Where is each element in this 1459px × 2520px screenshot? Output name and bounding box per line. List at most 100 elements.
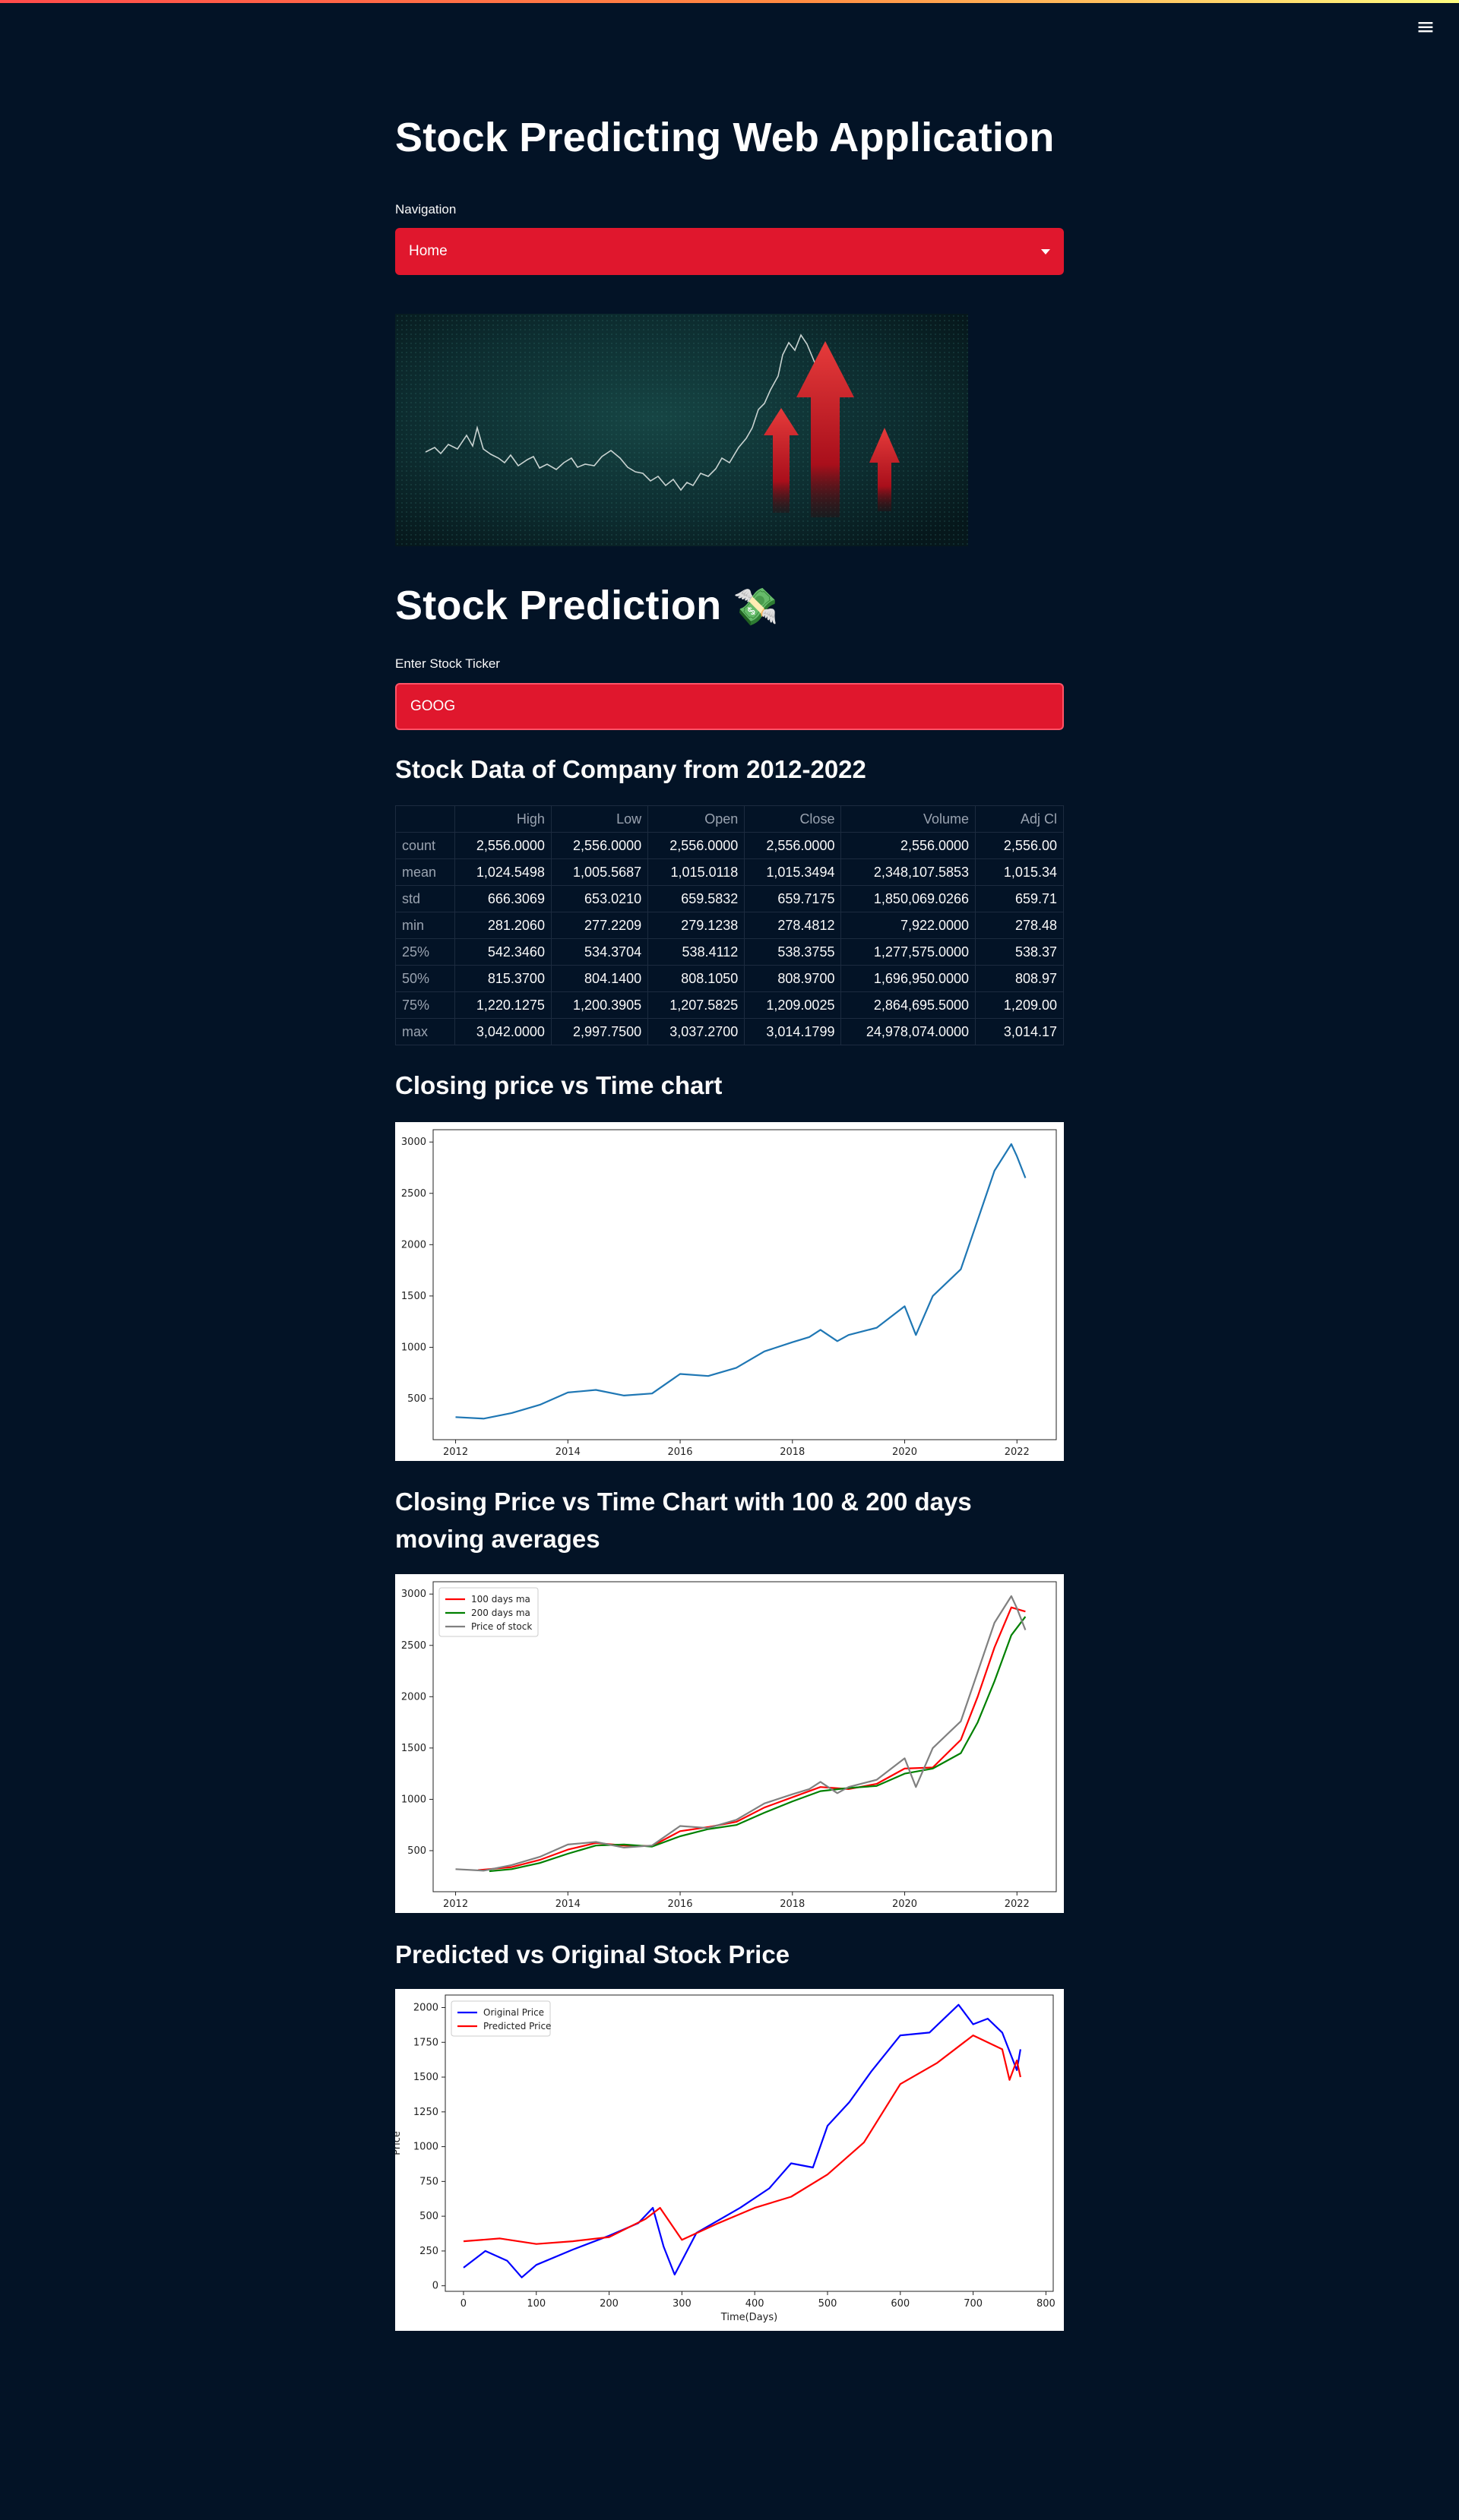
x-tick-label: 700 — [964, 2298, 983, 2310]
series-line-0 — [478, 1606, 1026, 1871]
table-cell: 538.3755 — [744, 938, 842, 966]
table-cell: 666.3069 — [454, 885, 552, 912]
moving-average-chart-panel: 2012 2014 2016 2018 2020 2022 500 1000 1500 2000 2… — [395, 1574, 1064, 1913]
x-tick-label: 600 — [891, 2298, 910, 2310]
table-cell: 3,042.0000 — [454, 1018, 552, 1045]
y-tick-label: 2000 — [401, 1239, 426, 1251]
y-tick-label: 3000 — [401, 1589, 426, 1600]
table-cell: 659.7175 — [744, 885, 842, 912]
y-tick-label: 1500 — [401, 1291, 426, 1302]
table-row: max 3,042.0000 2,997.7500 3,037.2700 3,014.1… — [395, 1018, 1064, 1045]
table-cell: 281.2060 — [454, 912, 552, 939]
x-tick-label: 800 — [1036, 2298, 1055, 2310]
x-tick-label: 2020 — [892, 1447, 917, 1458]
row-label: count — [395, 832, 455, 859]
table-cell: 2,556.0000 — [840, 832, 976, 859]
x-tick-label: 100 — [527, 2298, 546, 2310]
ticker-input[interactable] — [395, 683, 1064, 730]
predicted-chart-heading: Predicted vs Original Stock Price — [395, 1940, 790, 1968]
table-row: 25% 542.3460 534.3704 538.4112 538.3755 1,277… — [395, 938, 1064, 966]
series-line-1 — [489, 1616, 1027, 1873]
x-tick-label: 0 — [460, 2298, 467, 2310]
table-cell: 3,014.1799 — [744, 1018, 842, 1045]
table-cell: 1,277,575.0000 — [840, 938, 976, 966]
table-column-header[interactable]: High — [454, 805, 552, 833]
stock-data-table: High Low Open Close Volume Adj Cl count 2,556.… — [395, 805, 1064, 1045]
moving-average-chart: 2012 2014 2016 2018 2020 2022 500 1000 1500 2000 2… — [401, 1581, 1057, 1910]
table-cell: 808.9700 — [744, 965, 842, 992]
x-tick-label: 2018 — [780, 1447, 805, 1458]
legend-entry: Price of stock — [471, 1621, 532, 1632]
table-row: mean 1,024.5498 1,005.5687 1,015.0118 1,015.… — [395, 858, 1064, 886]
stock-prediction-heading-text: Stock Prediction — [395, 583, 722, 628]
y-tick-label: 2000 — [401, 1691, 426, 1703]
plot-frame — [432, 1581, 1057, 1892]
x-tick-label: 400 — [745, 2298, 764, 2310]
y-tick-label: 250 — [419, 2246, 438, 2257]
table-cell: 653.0210 — [550, 885, 649, 912]
legend-entry: 100 days ma — [471, 1594, 530, 1605]
table-cell: 7,922.0000 — [840, 912, 976, 939]
table-cell: 1,024.5498 — [454, 858, 552, 886]
hamburger-icon[interactable]: ≡ — [1416, 14, 1435, 40]
x-axis-label: Time(Days) — [720, 2312, 777, 2323]
y-tick-label: 750 — [419, 2176, 438, 2187]
y-tick-label: 2000 — [413, 2002, 438, 2013]
table-column-header[interactable]: Low — [550, 805, 649, 833]
table-cell: 1,015.0118 — [647, 858, 745, 886]
x-tick-label: 2022 — [1005, 1447, 1030, 1458]
stock-data-table-wrap[interactable]: High Low Open Close Volume Adj Cl count 2,556.… — [395, 805, 1064, 1045]
legend-entry: 200 days ma — [471, 1608, 530, 1618]
navigation-selected-value: Home — [409, 243, 448, 259]
table-row: std 666.3069 653.0210 659.5832 659.7175 1,850… — [395, 885, 1064, 912]
stock-hero-image — [395, 314, 968, 546]
x-tick-label: 300 — [673, 2298, 692, 2310]
x-tick-label: 500 — [818, 2298, 837, 2310]
table-cell: 1,200.3905 — [550, 991, 649, 1019]
row-label: 75% — [395, 991, 455, 1019]
legend-entry: Predicted Price — [483, 2021, 551, 2031]
table-cell: 1,015.34 — [975, 858, 1064, 886]
plot-frame — [432, 1129, 1057, 1440]
y-tick-label: 1000 — [401, 1342, 426, 1353]
table-column-header[interactable]: Close — [744, 805, 842, 833]
y-tick-label: 1000 — [413, 2142, 438, 2153]
x-tick-label: 2014 — [555, 1899, 581, 1910]
table-cell: 808.1050 — [647, 965, 745, 992]
y-axis-label: Price — [395, 2131, 403, 2155]
table-index-header[interactable] — [395, 805, 455, 833]
table-cell: 24,978,074.0000 — [840, 1018, 976, 1045]
x-tick-label: 2016 — [667, 1899, 692, 1910]
y-tick-label: 1000 — [401, 1794, 426, 1805]
x-tick-label: 2012 — [443, 1447, 468, 1458]
table-column-header[interactable]: Adj Cl — [975, 805, 1064, 833]
table-column-header[interactable]: Volume — [840, 805, 976, 833]
y-tick-label: 500 — [407, 1845, 426, 1857]
row-label: min — [395, 912, 455, 939]
y-tick-label: 1500 — [413, 2072, 438, 2083]
closing-price-chart-panel: 2012 2014 2016 2018 2020 2022 500 1000 1500 2000 2… — [395, 1122, 1064, 1461]
y-tick-label: 1250 — [413, 2107, 438, 2118]
x-tick-label: 2012 — [443, 1899, 468, 1910]
table-row: 50% 815.3700 804.1400 808.1050 808.9700 1,696… — [395, 965, 1064, 992]
money-icon: 💸 — [733, 587, 779, 628]
table-cell: 542.3460 — [454, 938, 552, 966]
row-label: max — [395, 1018, 455, 1045]
x-tick-label: 2014 — [555, 1447, 581, 1458]
y-tick-label: 0 — [432, 2281, 438, 2292]
table-cell: 2,348,107.5853 — [840, 858, 976, 886]
series-line-0 — [463, 2003, 1021, 2278]
navigation-select[interactable]: Home — [395, 228, 1064, 275]
top-decoration-bar — [0, 0, 1459, 3]
legend-box — [451, 2000, 551, 2037]
closing-chart-heading: Closing price vs Time chart — [395, 1071, 723, 1099]
table-row: min 281.2060 277.2209 279.1238 278.4812 7,922… — [395, 912, 1064, 939]
table-column-header[interactable]: Open — [647, 805, 745, 833]
series-line-0 — [455, 1143, 1027, 1420]
table-cell: 1,696,950.0000 — [840, 965, 976, 992]
navigation-label: Navigation — [395, 202, 457, 217]
table-row: count 2,556.0000 2,556.0000 2,556.0000 2,556… — [395, 832, 1064, 859]
table-cell: 1,850,069.0266 — [840, 885, 976, 912]
legend-entry: Original Price — [483, 2007, 544, 2018]
x-tick-label: 2016 — [667, 1447, 692, 1458]
